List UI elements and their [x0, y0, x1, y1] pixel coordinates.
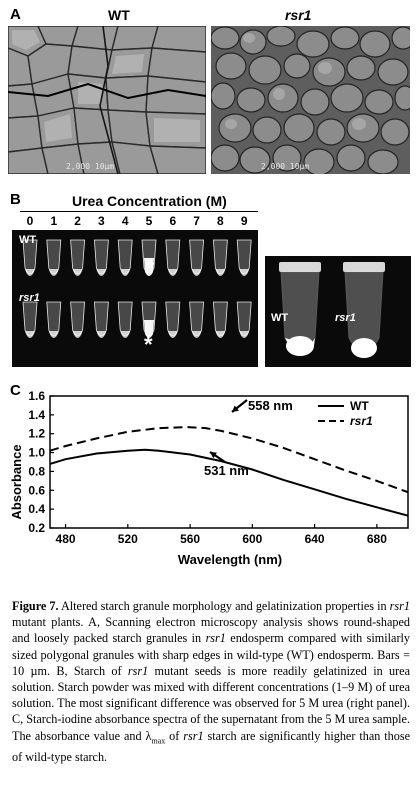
legend-label-WT: WT [350, 399, 369, 413]
y-tick-label-0.2: 0.2 [28, 521, 45, 535]
concentration-6-label: 6 [169, 214, 177, 228]
rsr1-scale-bar-text: 2,000 10µm [261, 162, 310, 171]
rsr1-tube-0 [22, 301, 38, 338]
caption-lambda-sub: max [151, 736, 166, 746]
rsr1-5m-star: * [144, 332, 153, 357]
five-molar-closeup-photo: WT rsr1 [265, 256, 411, 367]
rsr1-tube-4 [117, 301, 133, 338]
wt-tube-7 [189, 239, 205, 276]
x-tick-label-480: 480 [56, 532, 76, 546]
panel-b-letter: B [10, 191, 21, 208]
wt-tube-5 [141, 239, 157, 276]
closeup-wt-label: WT [271, 312, 289, 324]
rsr1-sem-micrograph: 2,000 10µm [211, 26, 410, 174]
wt-tube-1 [46, 239, 62, 276]
x-tick-label-640: 640 [305, 532, 325, 546]
rsr1-tube-5 [141, 301, 157, 338]
series-line-rsr1 [49, 426, 409, 494]
wt-sem-micrograph: 2,000 10µm [8, 26, 206, 174]
panel-a-wt-label: WT [108, 7, 130, 23]
caption-text-1: Altered starch granule morphology and ge… [58, 599, 390, 613]
tube-row-rsr1-label: rsr1 [19, 292, 40, 304]
arrow-558nm-head [232, 405, 239, 412]
y-tick-label-0.4: 0.4 [28, 502, 45, 516]
rsr1-tube-2 [70, 301, 86, 338]
x-tick-label-520: 520 [118, 532, 138, 546]
wt-tube-8 [212, 239, 228, 276]
concentration-7-label: 7 [193, 214, 200, 228]
tube-row-wt-label: WT [19, 234, 37, 246]
concentration-2-label: 2 [74, 214, 81, 228]
caption-figure-label: Figure 7. [12, 599, 59, 613]
caption-rsr1-4: rsr1 [183, 728, 204, 743]
series-line-WT [49, 448, 409, 517]
x-tick-label-560: 560 [180, 532, 200, 546]
rsr1-tube-3 [93, 301, 109, 338]
y-tick-label-1.4: 1.4 [28, 408, 45, 422]
closeup-rsr1-tube [343, 262, 385, 358]
wt-tube-0 [22, 239, 38, 276]
concentration-5-label: 5 [145, 214, 153, 228]
wt-tube-2 [70, 239, 86, 276]
wt-5m-star: * [146, 256, 155, 281]
closeup-rsr1-label: rsr1 [335, 312, 356, 324]
x-axis-title: Wavelength (nm) [178, 552, 282, 567]
rsr1-tube-7 [189, 301, 205, 338]
concentration-9-label: 9 [240, 214, 248, 228]
concentration-8-label: 8 [217, 214, 224, 228]
caption-text-2: mutant plants. A, Scanning electron micr… [12, 615, 410, 646]
annotation-558nm: 558 nm [248, 398, 293, 413]
figure-caption: Figure 7. Altered starch granule morphol… [12, 598, 410, 765]
wt-scale-bar-text: 2,000 10µm [66, 162, 115, 171]
y-tick-label-1.2: 1.2 [28, 427, 45, 441]
absorbance-spectrum-chart: Absorbance Wavelength (nm) 0.2 0.4 0.6 0.8 1… [9, 389, 409, 567]
closeup-wt-tube [279, 262, 321, 356]
plot-frame [49, 395, 409, 529]
rsr1-tube-6 [165, 301, 181, 338]
wt-tube-4 [117, 239, 133, 276]
concentration-number-row: 0 1 2 3 4 5 6 7 8 9 [0, 214, 420, 230]
x-tick-label-600: 600 [242, 532, 262, 546]
wt-tube-3 [93, 239, 109, 276]
legend-label-rsr1: rsr1 [350, 414, 373, 428]
caption-text-3: endosperm compared with similarly sized … [12, 631, 410, 678]
urea-title-underline [20, 211, 258, 212]
y-tick-label-0.8: 0.8 [28, 464, 45, 478]
panel-a-letter: A [10, 6, 21, 23]
caption-rsr1-2: rsr1 [205, 631, 226, 646]
y-tick-label-1.0: 1.0 [28, 446, 45, 460]
rsr1-tube-1 [46, 301, 62, 338]
urea-concentration-title: Urea Concentration (M) [72, 193, 227, 209]
caption-rsr1-3: rsr1 [127, 663, 149, 678]
tube-array [22, 239, 252, 338]
annotation-531nm: 531 nm [204, 463, 249, 478]
x-tick-label-680: 680 [367, 532, 387, 546]
rsr1-tube-9 [236, 301, 252, 338]
urea-tube-photo: WT rsr1 * * [12, 230, 258, 367]
y-tick-label-0.6: 0.6 [28, 483, 45, 497]
wt-tube-9 [236, 239, 252, 276]
caption-rsr1-1: rsr1 [389, 599, 410, 613]
concentration-3-label: 3 [98, 214, 105, 228]
caption-text-4: mutant seeds is more readily gelatinized… [12, 663, 411, 743]
caption-text-5: of [165, 728, 184, 743]
panel-c-letter: C [10, 382, 21, 399]
y-axis-title: Absorbance [9, 444, 24, 519]
caption-text-6: starch are significantly higher than tho… [12, 728, 410, 765]
concentration-0-label: 0 [26, 214, 34, 228]
arrow-531nm-head [210, 452, 217, 459]
concentration-4-label: 4 [121, 214, 129, 228]
rsr1-tube-8 [212, 301, 228, 338]
wt-tube-6 [165, 239, 181, 276]
panel-a-rsr1-label: rsr1 [285, 7, 312, 23]
concentration-1-label: 1 [50, 214, 58, 228]
y-tick-label-1.6: 1.6 [28, 389, 45, 403]
